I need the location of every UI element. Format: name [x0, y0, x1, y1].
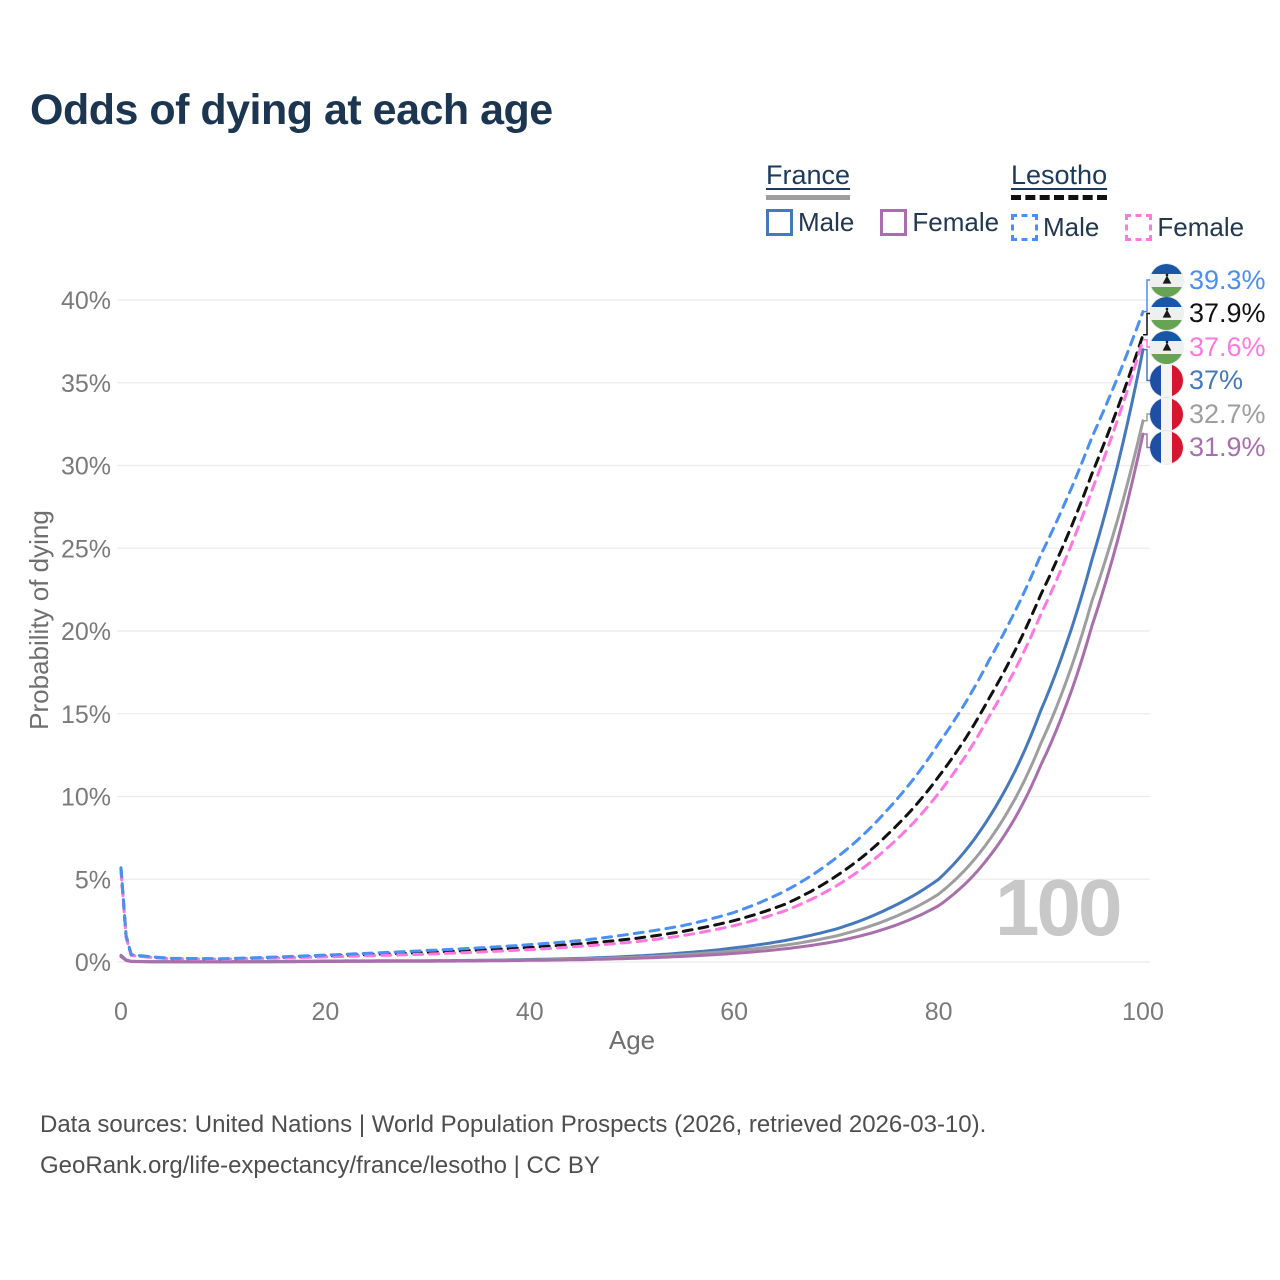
basotho-hat-icon: [1162, 307, 1171, 318]
france-flag-icon: [1150, 397, 1183, 431]
x-tick-label: 80: [925, 998, 953, 1026]
legend-label-france-female: Female: [912, 207, 1000, 237]
x-axis-title: Age: [609, 1025, 655, 1055]
legend-group-lesotho: Lesotho Male Female: [1011, 160, 1270, 243]
end-label-value: 31.9%: [1189, 432, 1266, 462]
y-tick-label: 0%: [75, 949, 111, 977]
series-line-france-female[interactable]: [119, 432, 1145, 964]
end-label-value: 37.6%: [1189, 331, 1266, 362]
x-tick-label: 0: [114, 998, 128, 1026]
legend-swatch-lesotho-male[interactable]: [1011, 214, 1038, 241]
series-line-lesotho-male[interactable]: [119, 310, 1145, 961]
footer-attribution: GeoRank.org/life-expectancy/france/lesot…: [40, 1152, 600, 1179]
end-label-connector: [1143, 433, 1151, 449]
lesotho-flag-icon: [1150, 297, 1183, 330]
x-tick-label: 100: [1122, 998, 1164, 1026]
end-label-value: 32.7%: [1189, 398, 1266, 429]
x-tick-label: 60: [720, 998, 748, 1026]
y-axis-title: Probability of dying: [24, 510, 54, 730]
legend-label-lesotho-male: Male: [1043, 212, 1100, 242]
footer-data-sources: Data sources: United Nations | World Pop…: [40, 1111, 987, 1138]
legend-label-france-male: Male: [798, 207, 855, 237]
page-title: Odds of dying at each age: [30, 86, 553, 134]
x-tick-label: 40: [516, 998, 544, 1026]
y-tick-label: 25%: [61, 535, 111, 563]
legend-swatch-france-female[interactable]: [880, 209, 908, 236]
france-flag-icon: [1150, 431, 1183, 464]
end-label-connector: [1143, 338, 1151, 348]
legend-label-lesotho-female: Female: [1157, 212, 1245, 242]
end-label-connector: [1143, 413, 1151, 422]
end-label-lesotho-both: 37.9%: [1150, 297, 1266, 331]
y-tick-label: 20%: [61, 618, 111, 646]
legend-group-france: France Male Female: [766, 160, 1025, 238]
hover-age-watermark: 100: [995, 863, 1122, 952]
end-label-france-female: 31.9%: [1150, 431, 1266, 465]
france-flag-icon: [1150, 364, 1183, 397]
legend-line-sample-lesotho: [1011, 195, 1108, 205]
series-line-france-male[interactable]: [119, 348, 1145, 964]
end-label-value: 37%: [1189, 365, 1244, 395]
legend-line-sample-france: [766, 195, 851, 200]
basotho-hat-icon: [1162, 273, 1171, 284]
end-label-value: 37.9%: [1189, 298, 1266, 328]
y-tick-label: 35%: [61, 370, 111, 398]
end-label-lesotho-male: 39.3%: [1150, 263, 1266, 297]
end-label-lesotho-female: 37.6%: [1150, 330, 1266, 364]
legend-country-lesotho[interactable]: Lesotho: [1011, 160, 1108, 190]
series-line-lesotho[interactable]: [119, 333, 1145, 961]
end-label-value: 39.3%: [1189, 264, 1266, 295]
basotho-hat-icon: [1162, 340, 1171, 351]
legend-swatch-lesotho-female[interactable]: [1125, 214, 1153, 241]
end-label-france-both: 32.7%: [1150, 397, 1266, 431]
series-line-lesotho-female[interactable]: [119, 338, 1145, 961]
lesotho-flag-icon: [1150, 263, 1183, 297]
end-label-connector: [1143, 348, 1151, 382]
series-line-france[interactable]: [119, 419, 1145, 964]
footer: Data sources: United Nations | World Pop…: [40, 1104, 986, 1186]
end-label-connector: [1143, 279, 1151, 313]
y-tick-label: 10%: [61, 784, 111, 812]
legend-swatch-france-male[interactable]: [766, 209, 793, 236]
y-tick-label: 40%: [61, 287, 111, 315]
y-tick-label: 30%: [61, 453, 111, 481]
y-tick-label: 5%: [75, 866, 111, 894]
x-tick-label: 20: [311, 998, 339, 1026]
end-label-france-male: 37%: [1150, 364, 1243, 398]
lesotho-flag-icon: [1150, 330, 1183, 364]
y-tick-label: 15%: [61, 701, 111, 729]
end-label-connector: [1143, 312, 1151, 336]
legend-country-france[interactable]: France: [766, 160, 851, 190]
